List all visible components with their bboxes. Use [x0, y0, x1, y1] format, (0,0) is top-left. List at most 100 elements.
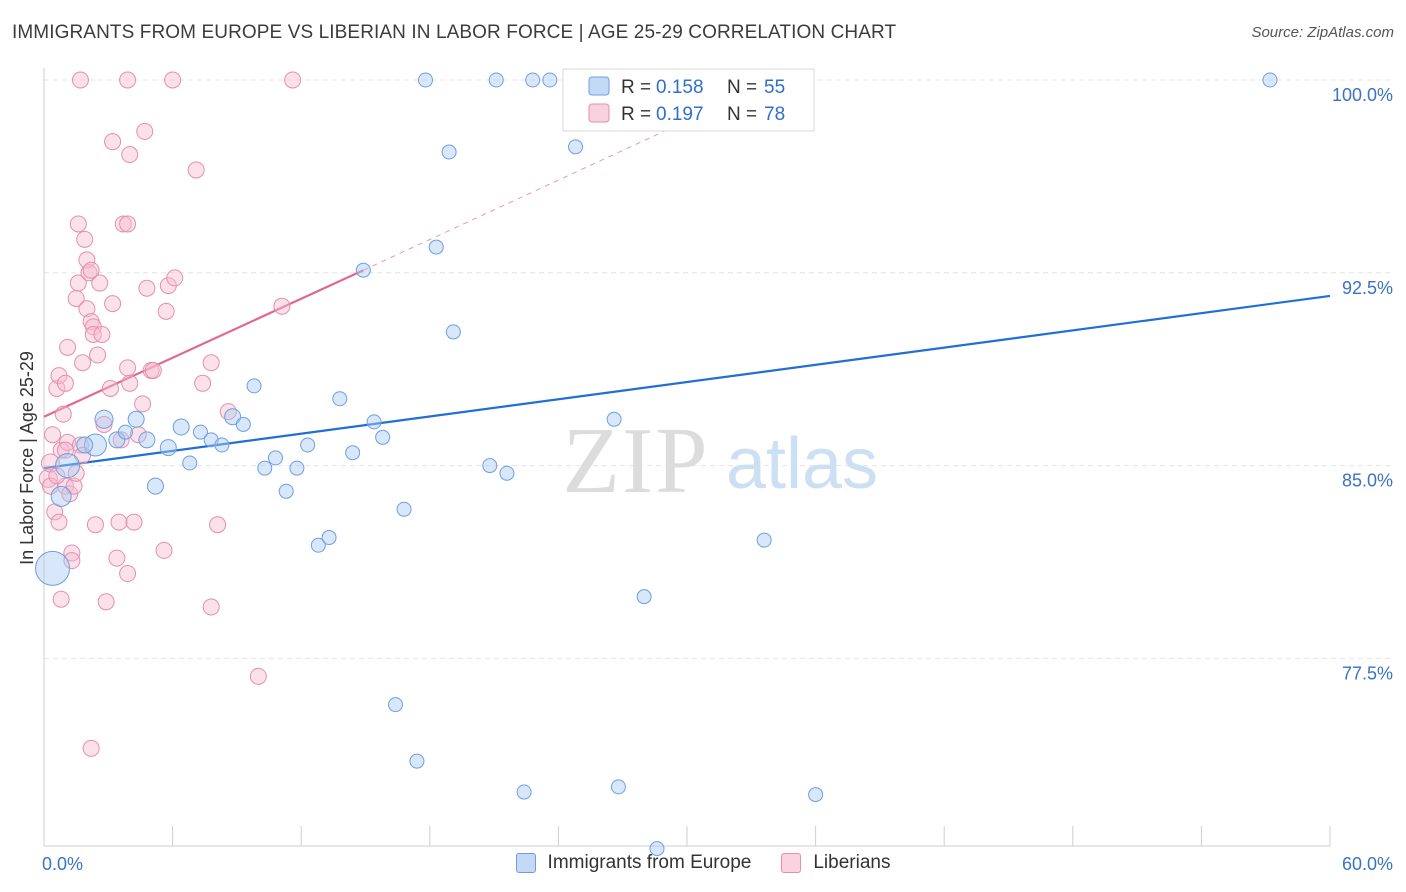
point-immigrants-from-europe	[267, 450, 283, 466]
point-liberians	[155, 541, 173, 559]
point-liberians	[69, 215, 87, 233]
point-liberians	[91, 274, 109, 292]
legend-r-label-2: R =	[621, 104, 651, 125]
point-liberians	[52, 590, 70, 608]
point-liberians	[76, 230, 94, 248]
point-liberians	[78, 251, 96, 269]
point-liberians	[121, 374, 139, 392]
point-liberians	[82, 739, 100, 757]
point-liberians	[157, 302, 175, 320]
point-immigrants-from-europe	[50, 485, 72, 507]
point-liberians	[119, 71, 137, 89]
point-immigrants-from-europe	[516, 784, 532, 800]
point-liberians	[82, 261, 100, 279]
point-immigrants-from-europe	[138, 431, 156, 449]
point-immigrants-from-europe	[146, 477, 164, 495]
legend-swatch-blue	[588, 76, 610, 96]
bottom-legend-item-europe[interactable]: Immigrants from Europe	[515, 852, 751, 874]
point-liberians	[74, 354, 92, 372]
legend-box: R = 0.158 N = 55 R = 0.197 N = 78	[562, 68, 815, 132]
point-immigrants-from-europe	[610, 779, 626, 795]
point-liberians	[71, 71, 89, 89]
legend-r-value-2: 0.197	[656, 104, 704, 125]
legend-n-label-1: N =	[727, 77, 757, 98]
point-liberians	[59, 338, 77, 356]
y-tick-label: 85.0%	[1342, 471, 1393, 491]
watermark-zip: ZIP	[563, 409, 710, 513]
point-liberians	[86, 516, 104, 534]
point-liberians	[125, 513, 143, 531]
point-immigrants-from-europe	[445, 324, 461, 340]
x-tick-label-max: 60.0%	[1342, 854, 1393, 874]
point-liberians	[144, 361, 162, 379]
point-immigrants-from-europe	[808, 787, 824, 803]
point-liberians	[119, 565, 137, 583]
point-liberians	[138, 279, 156, 297]
point-liberians	[97, 593, 115, 611]
point-immigrants-from-europe	[55, 453, 81, 479]
point-immigrants-from-europe	[525, 72, 541, 88]
point-immigrants-from-europe	[257, 460, 273, 476]
point-immigrants-from-europe	[182, 455, 198, 471]
y-tick-labels: 100.0% 92.5% 85.0% 77.5%	[1332, 85, 1393, 683]
point-immigrants-from-europe	[159, 439, 177, 457]
point-immigrants-from-europe	[388, 697, 404, 713]
point-immigrants-from-europe	[76, 436, 94, 454]
point-liberians	[119, 215, 137, 233]
point-liberians	[108, 549, 126, 567]
legend-r-value-1: 0.158	[656, 77, 704, 98]
point-liberians	[119, 359, 137, 377]
gridlines	[44, 79, 1392, 659]
point-liberians	[71, 436, 89, 454]
point-liberians	[121, 146, 139, 164]
legend-n-value-1: 55	[764, 77, 785, 98]
point-immigrants-from-europe	[355, 262, 371, 278]
point-liberians	[65, 477, 83, 495]
point-liberians	[48, 379, 66, 397]
point-immigrants-from-europe	[568, 139, 584, 155]
point-immigrants-from-europe	[499, 465, 515, 481]
point-liberians	[48, 467, 66, 485]
point-liberians	[78, 300, 96, 318]
point-liberians	[63, 552, 81, 570]
legend-r-label-1: R =	[621, 77, 651, 98]
point-immigrants-from-europe	[235, 416, 251, 432]
x-tick-label-min: 0.0%	[42, 854, 83, 874]
point-liberians	[166, 269, 184, 287]
point-liberians	[136, 122, 154, 140]
point-immigrants-from-europe	[345, 445, 361, 461]
legend-label-liberians: Liberians	[813, 852, 891, 873]
point-liberians	[112, 431, 130, 449]
point-immigrants-from-europe	[289, 460, 305, 476]
point-liberians	[80, 264, 98, 282]
point-immigrants-from-europe	[649, 841, 665, 857]
point-immigrants-from-europe	[172, 418, 190, 436]
point-liberians	[40, 453, 60, 473]
point-immigrants-from-europe	[214, 437, 230, 453]
x-tick-labels: 0.0% 60.0%	[42, 854, 1393, 874]
point-immigrants-from-europe	[192, 424, 208, 440]
point-liberians	[273, 297, 291, 315]
point-liberians	[56, 374, 74, 392]
point-liberians	[134, 395, 152, 413]
point-liberians	[194, 374, 212, 392]
point-liberians	[114, 215, 132, 233]
y-axis-label: In Labor Force | Age 25-29	[17, 351, 37, 565]
point-immigrants-from-europe	[278, 483, 294, 499]
point-immigrants-from-europe	[35, 550, 71, 586]
point-immigrants-from-europe	[127, 410, 145, 428]
watermark: ZIP atlas	[563, 409, 879, 513]
bottom-legend: Immigrants from Europe Liberians	[0, 852, 1406, 874]
bottom-legend-item-liberians[interactable]: Liberians	[781, 852, 890, 874]
point-immigrants-from-europe	[542, 72, 558, 88]
point-liberians	[69, 274, 87, 292]
point-liberians	[50, 513, 68, 531]
point-immigrants-from-europe	[375, 429, 391, 445]
point-immigrants-from-europe	[428, 239, 444, 255]
legend-swatch-liberians	[781, 853, 802, 873]
legend-swatch-pink	[588, 103, 610, 123]
point-immigrants-from-europe	[409, 753, 425, 769]
point-liberians	[41, 477, 59, 495]
point-liberians	[284, 71, 302, 89]
point-liberians	[104, 295, 122, 313]
